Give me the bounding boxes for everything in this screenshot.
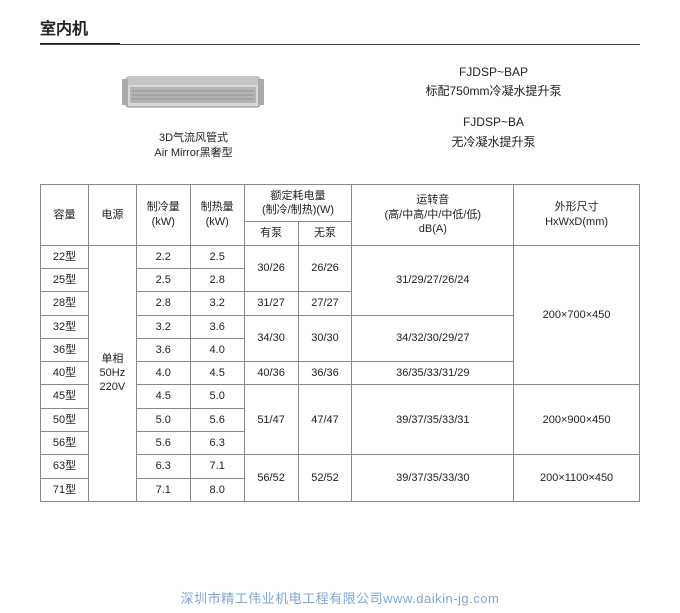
cell-cap: 50型 xyxy=(41,408,89,431)
watermark: 深圳市精工伟业机电工程有限公司www.daikin-jg.com xyxy=(0,588,680,607)
th-capacity: 容量 xyxy=(41,184,89,245)
th-with-pump: 有泵 xyxy=(244,222,298,245)
cell-heat: 6.3 xyxy=(190,432,244,455)
th-no-pump: 无泵 xyxy=(298,222,352,245)
cell-heat: 5.0 xyxy=(190,385,244,408)
cell-pump: 31/27 xyxy=(244,292,298,315)
cell-heat: 2.5 xyxy=(190,245,244,268)
info-block-1: FJDSP~BAP 标配750mm冷凝水提升泵 xyxy=(425,63,561,101)
cell-heat: 7.1 xyxy=(190,455,244,478)
info-block-2: FJDSP~BA 无冷凝水提升泵 xyxy=(425,113,561,151)
cell-sound: 36/35/33/31/29 xyxy=(352,362,514,385)
cell-power: 单相50Hz220V xyxy=(88,245,136,501)
info-2-line1: FJDSP~BA xyxy=(425,113,561,132)
cell-heat: 8.0 xyxy=(190,478,244,501)
cell-cap: 25型 xyxy=(41,268,89,291)
cell-nopump: 27/27 xyxy=(298,292,352,315)
cell-nopump: 30/30 xyxy=(298,315,352,362)
product-label-1: 3D气流风管式 xyxy=(118,131,268,146)
th-sound: 运转音(高/中高/中/中低/低)dB(A) xyxy=(352,184,514,245)
cell-dim: 200×900×450 xyxy=(514,385,640,455)
top-row: 3D气流风管式 Air Mirror黑奢型 FJDSP~BAP 标配750mm冷… xyxy=(40,63,640,164)
th-dim: 外形尺寸HxWxD(mm) xyxy=(514,184,640,245)
th-rated: 额定耗电量(制冷/制热)(W) xyxy=(244,184,352,222)
cell-pump: 56/52 xyxy=(244,455,298,502)
cell-cap: 28型 xyxy=(41,292,89,315)
th-power: 电源 xyxy=(88,184,136,245)
cell-cap: 36型 xyxy=(41,338,89,361)
cell-heat: 4.0 xyxy=(190,338,244,361)
info-1-line1: FJDSP~BAP xyxy=(425,63,561,82)
cell-cool: 3.2 xyxy=(136,315,190,338)
cell-pump: 30/26 xyxy=(244,245,298,292)
th-cooling: 制冷量(kW) xyxy=(136,184,190,245)
spec-table: 容量 电源 制冷量(kW) 制热量(kW) 额定耗电量(制冷/制热)(W) 运转… xyxy=(40,184,640,502)
cell-nopump: 36/36 xyxy=(298,362,352,385)
divider xyxy=(40,44,640,45)
cell-cool: 4.0 xyxy=(136,362,190,385)
cell-cool: 2.5 xyxy=(136,268,190,291)
cell-heat: 3.6 xyxy=(190,315,244,338)
cell-dim: 200×700×450 xyxy=(514,245,640,385)
cell-heat: 3.2 xyxy=(190,292,244,315)
cell-cap: 56型 xyxy=(41,432,89,455)
cell-cap: 22型 xyxy=(41,245,89,268)
cell-heat: 2.8 xyxy=(190,268,244,291)
cell-cool: 5.6 xyxy=(136,432,190,455)
section-title: 室内机 xyxy=(40,15,120,45)
th-heating: 制热量(kW) xyxy=(190,184,244,245)
cell-cool: 6.3 xyxy=(136,455,190,478)
cell-cap: 45型 xyxy=(41,385,89,408)
cell-cool: 5.0 xyxy=(136,408,190,431)
table-header-row: 容量 电源 制冷量(kW) 制热量(kW) 额定耗电量(制冷/制热)(W) 运转… xyxy=(41,184,640,222)
info-2-line2: 无冷凝水提升泵 xyxy=(425,133,561,152)
cell-cool: 4.5 xyxy=(136,385,190,408)
info-1-line2: 标配750mm冷凝水提升泵 xyxy=(425,82,561,101)
cell-dim: 200×1100×450 xyxy=(514,455,640,502)
cell-pump: 40/36 xyxy=(244,362,298,385)
cell-cap: 40型 xyxy=(41,362,89,385)
cell-heat: 5.6 xyxy=(190,408,244,431)
cell-cap: 32型 xyxy=(41,315,89,338)
cell-cool: 3.6 xyxy=(136,338,190,361)
cell-sound: 34/32/30/29/27 xyxy=(352,315,514,362)
cell-pump: 51/47 xyxy=(244,385,298,455)
table-row: 22型 单相50Hz220V 2.2 2.5 30/26 26/26 31/29… xyxy=(41,245,640,268)
cell-nopump: 26/26 xyxy=(298,245,352,292)
cell-nopump: 52/52 xyxy=(298,455,352,502)
duct-unit-icon xyxy=(118,65,268,120)
cell-cool: 2.8 xyxy=(136,292,190,315)
cell-cap: 63型 xyxy=(41,455,89,478)
cell-sound: 31/29/27/26/24 xyxy=(352,245,514,315)
cell-cap: 71型 xyxy=(41,478,89,501)
cell-cool: 7.1 xyxy=(136,478,190,501)
cell-sound: 39/37/35/33/30 xyxy=(352,455,514,502)
product-label-2: Air Mirror黑奢型 xyxy=(118,146,268,161)
cell-cool: 2.2 xyxy=(136,245,190,268)
cell-heat: 4.5 xyxy=(190,362,244,385)
product-column: 3D气流风管式 Air Mirror黑奢型 xyxy=(118,65,268,162)
cell-sound: 39/37/35/33/31 xyxy=(352,385,514,455)
cell-pump: 34/30 xyxy=(244,315,298,362)
cell-nopump: 47/47 xyxy=(298,385,352,455)
info-column: FJDSP~BAP 标配750mm冷凝水提升泵 FJDSP~BA 无冷凝水提升泵 xyxy=(425,63,561,164)
